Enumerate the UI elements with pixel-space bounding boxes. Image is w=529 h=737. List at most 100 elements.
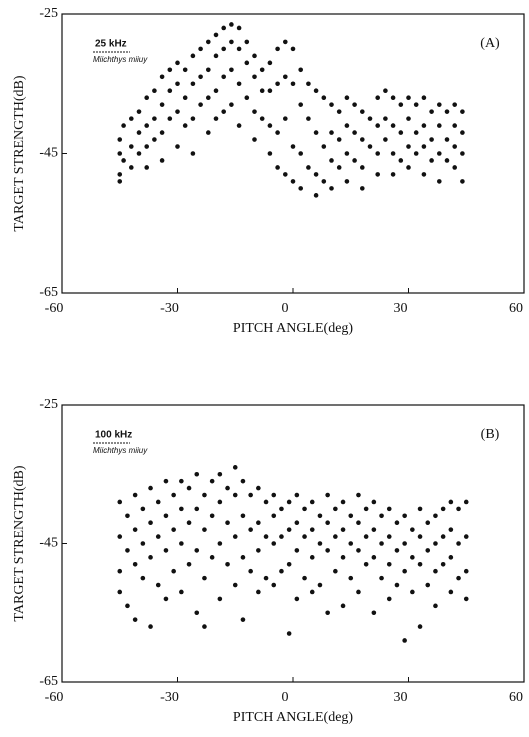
data-point	[232, 465, 238, 470]
data-point	[155, 499, 161, 505]
data-point	[363, 534, 369, 539]
data-point	[306, 81, 311, 87]
data-point	[352, 130, 357, 135]
data-point	[367, 144, 373, 149]
data-point	[213, 88, 219, 94]
data-point	[159, 102, 165, 107]
panel-label: (A)	[480, 36, 500, 51]
data-point	[213, 53, 219, 59]
data-point	[375, 151, 381, 156]
data-point	[406, 144, 411, 149]
data-point	[225, 520, 230, 526]
data-point	[313, 193, 319, 198]
data-point	[460, 179, 465, 184]
data-point	[298, 186, 304, 191]
data-point	[325, 520, 330, 526]
data-point	[240, 513, 246, 519]
data-point	[232, 582, 238, 588]
data-point	[386, 506, 392, 512]
data-point	[225, 561, 230, 567]
data-point	[117, 179, 123, 184]
data-point	[452, 123, 458, 128]
data-point	[286, 561, 292, 567]
x-tick-label: -30	[160, 301, 179, 316]
data-point	[167, 116, 173, 121]
data-point	[202, 624, 207, 629]
data-point	[386, 561, 392, 567]
data-point	[367, 116, 373, 121]
data-point	[190, 81, 196, 87]
data-point	[444, 109, 450, 114]
data-point	[460, 151, 465, 156]
data-point	[259, 116, 265, 121]
data-point	[144, 95, 149, 100]
data-point	[217, 541, 223, 546]
data-point	[232, 492, 238, 498]
data-point	[236, 123, 242, 128]
data-point	[336, 137, 342, 142]
data-point	[448, 589, 454, 595]
data-point	[394, 520, 400, 526]
data-point	[298, 102, 304, 107]
data-point	[202, 575, 207, 581]
y-tick-label: -65	[39, 674, 58, 689]
data-point	[136, 109, 142, 114]
data-point	[129, 116, 134, 121]
data-point	[240, 478, 246, 484]
data-point	[286, 499, 292, 505]
data-point	[340, 555, 346, 560]
data-point	[132, 527, 138, 532]
data-point	[406, 116, 411, 121]
data-point	[390, 151, 396, 156]
data-point	[429, 158, 434, 163]
data-point	[279, 568, 284, 574]
data-point	[190, 53, 196, 59]
data-point	[256, 548, 261, 553]
data-point	[302, 506, 307, 512]
data-point	[321, 95, 327, 100]
data-point	[125, 548, 130, 553]
data-point	[175, 81, 180, 87]
data-point	[309, 589, 315, 595]
data-point	[194, 471, 200, 477]
data-point	[129, 165, 134, 170]
data-point	[390, 172, 396, 177]
data-point	[217, 471, 223, 477]
data-point	[360, 165, 365, 170]
data-point	[144, 144, 149, 149]
x-tick-label: 60	[509, 690, 523, 705]
data-point	[410, 555, 415, 560]
data-point	[309, 499, 315, 505]
data-point	[386, 596, 392, 602]
data-point	[294, 520, 300, 526]
data-point	[125, 603, 130, 609]
data-point	[182, 67, 188, 73]
data-point	[313, 88, 319, 94]
data-point	[190, 151, 196, 156]
data-point	[175, 144, 180, 149]
data-point	[437, 123, 442, 128]
data-point	[275, 81, 280, 87]
data-point	[340, 499, 346, 505]
data-point	[398, 102, 404, 107]
data-point	[394, 582, 400, 588]
x-tick-label: 0	[282, 301, 289, 316]
data-point	[360, 109, 365, 114]
data-point	[352, 158, 357, 163]
data-point	[371, 555, 377, 560]
data-point	[333, 506, 338, 512]
data-point	[244, 60, 250, 66]
data-point	[206, 130, 211, 135]
data-point	[317, 541, 323, 546]
data-point	[344, 151, 350, 156]
data-point	[360, 137, 365, 142]
data-point	[336, 109, 342, 114]
data-point	[148, 624, 153, 629]
data-point	[371, 527, 377, 532]
data-point	[240, 617, 246, 622]
data-point	[375, 172, 381, 177]
data-point	[413, 130, 419, 135]
data-point	[148, 520, 153, 526]
data-point	[263, 534, 269, 539]
